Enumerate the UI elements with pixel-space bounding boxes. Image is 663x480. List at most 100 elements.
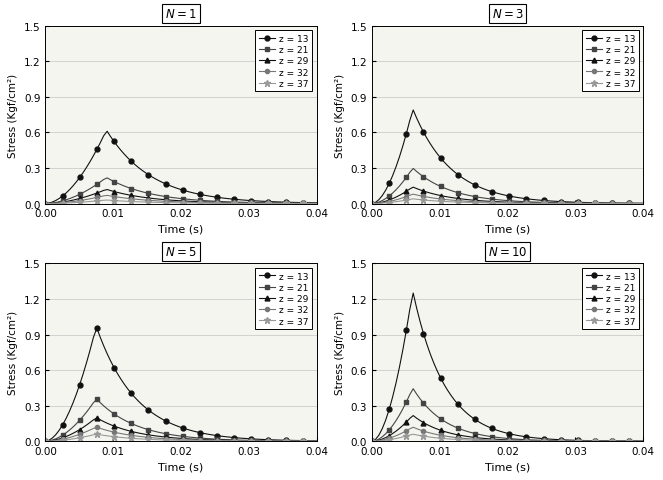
z = 21 bbox=[285, 201, 293, 206]
z = 29 bbox=[546, 201, 554, 206]
z = 37 bbox=[220, 438, 228, 444]
Line: z = 21: z = 21 bbox=[43, 397, 319, 444]
z = 29 bbox=[206, 437, 214, 443]
Line: z = 37: z = 37 bbox=[369, 431, 646, 445]
z = 13 bbox=[368, 201, 376, 207]
z = 32 bbox=[533, 201, 541, 206]
Line: z = 13: z = 13 bbox=[43, 130, 319, 206]
z = 13 bbox=[93, 325, 101, 331]
X-axis label: Time (s): Time (s) bbox=[158, 462, 204, 472]
z = 29 bbox=[491, 436, 499, 442]
z = 21 bbox=[165, 195, 173, 201]
z = 37 bbox=[206, 201, 214, 206]
z = 29 bbox=[368, 438, 376, 444]
z = 21 bbox=[230, 437, 238, 443]
z = 29 bbox=[312, 201, 320, 207]
z = 37 bbox=[533, 438, 541, 444]
z = 21 bbox=[557, 438, 565, 444]
z = 13 bbox=[312, 201, 320, 206]
z = 37 bbox=[546, 201, 554, 207]
z = 37 bbox=[557, 438, 565, 444]
z = 29 bbox=[639, 201, 647, 207]
z = 32 bbox=[93, 424, 101, 430]
Line: z = 37: z = 37 bbox=[42, 431, 320, 445]
z = 13 bbox=[368, 438, 376, 444]
z = 29 bbox=[210, 437, 217, 443]
z = 13 bbox=[546, 199, 554, 204]
Line: z = 21: z = 21 bbox=[369, 167, 646, 206]
z = 13 bbox=[210, 432, 217, 438]
z = 32 bbox=[491, 437, 499, 443]
Y-axis label: Stress (Kgf/cm²): Stress (Kgf/cm²) bbox=[335, 73, 345, 157]
Line: z = 32: z = 32 bbox=[43, 194, 319, 206]
z = 32 bbox=[533, 438, 541, 444]
z = 21 bbox=[409, 386, 417, 392]
z = 29 bbox=[546, 438, 554, 444]
z = 13 bbox=[639, 438, 647, 444]
z = 13 bbox=[41, 438, 49, 444]
z = 29 bbox=[165, 198, 173, 204]
z = 37 bbox=[210, 438, 217, 444]
z = 13 bbox=[165, 420, 173, 426]
z = 13 bbox=[536, 198, 544, 204]
z = 37 bbox=[533, 201, 541, 207]
z = 13 bbox=[533, 435, 541, 441]
z = 21 bbox=[368, 438, 376, 444]
z = 13 bbox=[557, 437, 565, 443]
z = 21 bbox=[285, 438, 293, 444]
Line: z = 37: z = 37 bbox=[42, 197, 320, 207]
z = 13 bbox=[41, 201, 49, 207]
z = 37 bbox=[210, 201, 217, 207]
z = 32 bbox=[612, 438, 620, 444]
z = 13 bbox=[230, 435, 238, 441]
z = 37 bbox=[536, 438, 544, 444]
z = 37 bbox=[368, 438, 376, 444]
z = 21 bbox=[612, 438, 620, 444]
z = 13 bbox=[612, 201, 620, 206]
z = 32 bbox=[368, 438, 376, 444]
z = 32 bbox=[536, 438, 544, 444]
z = 21 bbox=[639, 201, 647, 207]
z = 32 bbox=[557, 201, 565, 207]
Y-axis label: Stress (Kgf/cm²): Stress (Kgf/cm²) bbox=[9, 311, 19, 395]
z = 29 bbox=[536, 201, 544, 206]
z = 13 bbox=[533, 198, 541, 204]
z = 29 bbox=[557, 438, 565, 444]
z = 29 bbox=[206, 200, 214, 205]
z = 29 bbox=[220, 437, 228, 443]
z = 32 bbox=[206, 438, 214, 444]
z = 32 bbox=[210, 438, 217, 444]
z = 21 bbox=[312, 438, 320, 444]
z = 37 bbox=[206, 438, 214, 444]
z = 21 bbox=[533, 200, 541, 205]
Line: z = 21: z = 21 bbox=[369, 386, 646, 444]
Line: z = 13: z = 13 bbox=[369, 291, 646, 444]
z = 21 bbox=[536, 437, 544, 443]
z = 21 bbox=[93, 396, 101, 402]
z = 21 bbox=[536, 200, 544, 206]
z = 21 bbox=[491, 197, 499, 203]
z = 37 bbox=[165, 437, 173, 443]
z = 13 bbox=[409, 108, 417, 114]
z = 29 bbox=[285, 438, 293, 444]
z = 13 bbox=[491, 191, 499, 196]
Legend: z = 13, z = 21, z = 29, z = 32, z = 37: z = 13, z = 21, z = 29, z = 32, z = 37 bbox=[255, 268, 312, 329]
Line: z = 29: z = 29 bbox=[369, 413, 646, 444]
z = 37 bbox=[285, 438, 293, 444]
Y-axis label: Stress (Kgf/cm²): Stress (Kgf/cm²) bbox=[335, 311, 345, 395]
z = 37 bbox=[491, 438, 499, 444]
z = 37 bbox=[557, 201, 565, 207]
z = 32 bbox=[230, 201, 238, 206]
z = 29 bbox=[491, 199, 499, 205]
z = 29 bbox=[41, 438, 49, 444]
Legend: z = 13, z = 21, z = 29, z = 32, z = 37: z = 13, z = 21, z = 29, z = 32, z = 37 bbox=[255, 31, 312, 92]
z = 21 bbox=[612, 201, 620, 207]
z = 32 bbox=[546, 201, 554, 207]
z = 37 bbox=[220, 201, 228, 207]
z = 29 bbox=[536, 438, 544, 444]
z = 37 bbox=[285, 201, 293, 207]
z = 29 bbox=[210, 200, 217, 205]
z = 32 bbox=[285, 201, 293, 207]
z = 13 bbox=[210, 194, 217, 200]
z = 13 bbox=[206, 194, 214, 200]
